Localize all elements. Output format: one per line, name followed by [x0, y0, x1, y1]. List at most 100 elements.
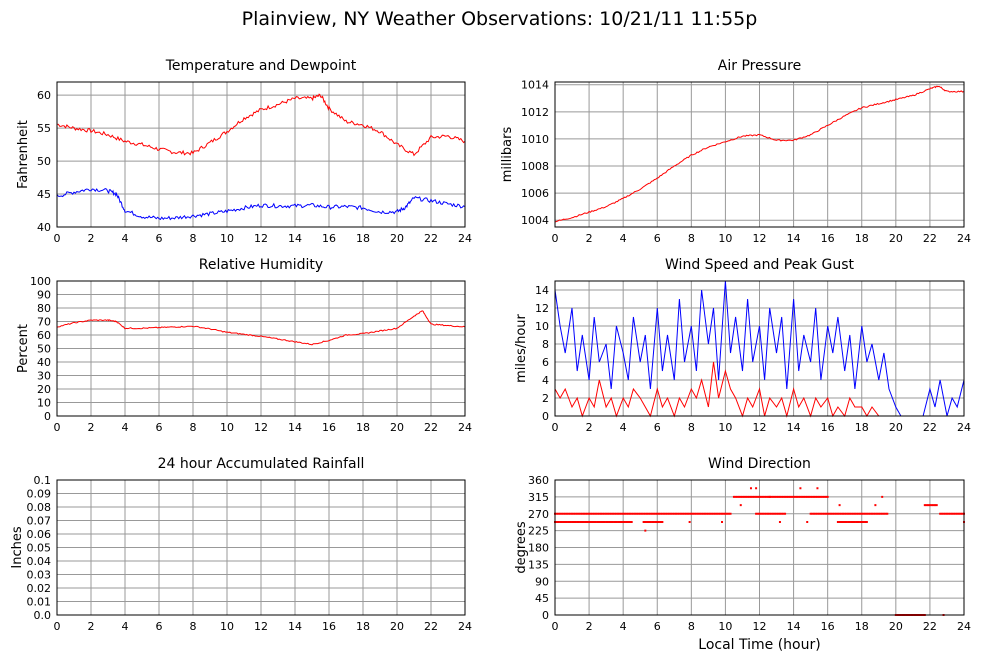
data-point [559, 521, 562, 523]
x-tick-label: 12 [753, 421, 767, 434]
data-point [792, 495, 795, 498]
data-point [654, 512, 657, 515]
data-point [823, 512, 826, 515]
y-tick-label: 90 [535, 575, 549, 588]
data-point [628, 512, 631, 515]
data-point [760, 495, 763, 498]
x-tick-label: 16 [322, 421, 336, 434]
y-tick-label: 30 [37, 370, 51, 383]
data-point [732, 495, 735, 498]
y-tick-label: 50 [37, 155, 51, 168]
plot-frame [56, 81, 466, 228]
x-tick-label: 4 [620, 421, 627, 434]
y-tick-label: 315 [528, 491, 549, 504]
data-point [813, 512, 816, 515]
data-point [842, 521, 845, 523]
data-point [688, 521, 691, 523]
data-point [940, 512, 943, 515]
data-point [835, 512, 838, 515]
data-point [576, 521, 579, 523]
x-tick-label: 12 [753, 232, 767, 245]
data-point [939, 512, 942, 515]
x-tick-label: 10 [220, 620, 234, 633]
y-tick-label: 0.02 [27, 582, 52, 595]
data-point [589, 521, 592, 523]
data-point [859, 521, 862, 523]
data-point [789, 495, 792, 498]
data-point [657, 512, 660, 515]
chart-title: Air Pressure [718, 58, 801, 74]
x-tick-label: 24 [458, 232, 472, 245]
data-point [703, 512, 706, 515]
data-point [673, 512, 676, 515]
data-point [605, 521, 608, 523]
x-tick-label: 12 [254, 421, 268, 434]
y-tick-label: 0.1 [34, 474, 52, 487]
data-point [642, 521, 645, 523]
data-point [855, 521, 858, 523]
y-axis-label: Percent [16, 324, 31, 373]
data-point [615, 512, 618, 515]
data-point [770, 512, 773, 515]
x-tick-label: 16 [821, 421, 835, 434]
data-point [867, 512, 870, 515]
data-point [949, 512, 952, 515]
data-point [784, 495, 787, 498]
data-point [712, 512, 715, 515]
y-tick-label: 0 [44, 410, 51, 423]
data-point [591, 512, 594, 515]
data-point [623, 512, 626, 515]
data-point [647, 512, 650, 515]
data-point [634, 512, 637, 515]
data-point [848, 512, 851, 515]
data-point [761, 495, 764, 498]
x-tick-label: 6 [156, 620, 163, 633]
x-tick-label: 12 [753, 620, 767, 633]
data-point [753, 495, 756, 498]
data-point [814, 512, 817, 515]
data-point [821, 495, 824, 498]
x-tick-label: 10 [718, 421, 732, 434]
data-point [932, 504, 935, 507]
data-point [630, 521, 633, 523]
data-point [576, 512, 579, 515]
data-point [864, 512, 867, 515]
x-tick-label: 14 [288, 620, 302, 633]
x-tick-label: 20 [889, 421, 903, 434]
x-tick-label: 24 [458, 620, 472, 633]
data-point [951, 512, 954, 515]
y-tick-label: 0.08 [27, 501, 52, 514]
data-point [865, 512, 868, 515]
data-point [816, 512, 819, 515]
data-point [758, 512, 761, 515]
data-point [669, 512, 672, 515]
data-point [804, 495, 807, 498]
data-point [647, 521, 650, 523]
x-tick-label: 2 [88, 620, 95, 633]
data-point [802, 495, 805, 498]
data-point [855, 512, 858, 515]
x-tick-label: 0 [54, 232, 61, 245]
data-point [811, 512, 814, 515]
data-point [680, 512, 683, 515]
y-tick-label: 12 [535, 302, 549, 315]
data-point [571, 512, 574, 515]
data-point [721, 521, 724, 523]
data-point [755, 487, 758, 490]
data-point [818, 495, 821, 498]
data-point [942, 512, 945, 515]
data-point [693, 512, 696, 515]
data-point [632, 512, 635, 515]
y-tick-label: 360 [528, 474, 549, 487]
chart-title: Temperature and Dewpoint [165, 58, 357, 74]
x-tick-label: 2 [88, 232, 95, 245]
data-point [605, 512, 608, 515]
data-point [695, 512, 698, 515]
y-tick-label: 0.06 [27, 528, 52, 541]
data-point [625, 521, 628, 523]
y-axis-label: millibars [500, 127, 515, 183]
data-point [664, 512, 667, 515]
data-point [845, 512, 848, 515]
x-tick-label: 16 [821, 232, 835, 245]
